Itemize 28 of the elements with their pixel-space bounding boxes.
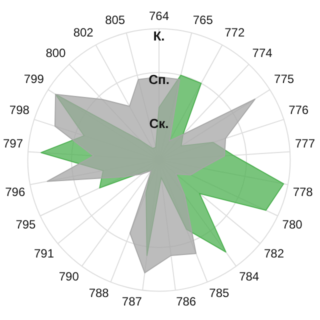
spoke-label: 778 [292, 185, 314, 200]
spoke-label: 777 [294, 136, 316, 151]
spoke-label: 791 [34, 246, 54, 260]
spoke-label: 798 [9, 103, 30, 118]
spoke-label: 775 [274, 72, 294, 86]
spoke-label: 797 [2, 136, 24, 151]
spoke-label: 800 [46, 46, 66, 60]
spoke-label: 764 [148, 8, 170, 23]
spoke-label: 787 [122, 294, 142, 309]
spoke-label: 765 [192, 13, 214, 28]
spoke-label: 795 [16, 218, 36, 232]
y-tick-label: Ск. [149, 116, 169, 131]
spoke-label: 784 [239, 270, 260, 284]
spoke-label: 796 [5, 185, 26, 200]
y-tick-label: К. [153, 28, 165, 44]
spoke-label: 780 [282, 218, 303, 232]
spoke-label: 782 [264, 246, 284, 260]
spoke-label: 776 [288, 103, 309, 118]
spoke-label: 802 [73, 26, 94, 40]
spoke-label: 772 [224, 26, 245, 40]
spoke-label: 805 [105, 13, 126, 28]
spoke-label: 774 [252, 46, 273, 60]
spoke-label: 788 [88, 286, 110, 300]
spoke-label: 799 [24, 72, 44, 86]
spoke-label: 786 [176, 294, 196, 309]
y-tick-label: Сп. [148, 72, 170, 88]
spoke-label: 790 [58, 270, 80, 284]
spoke-label: 785 [209, 286, 230, 300]
